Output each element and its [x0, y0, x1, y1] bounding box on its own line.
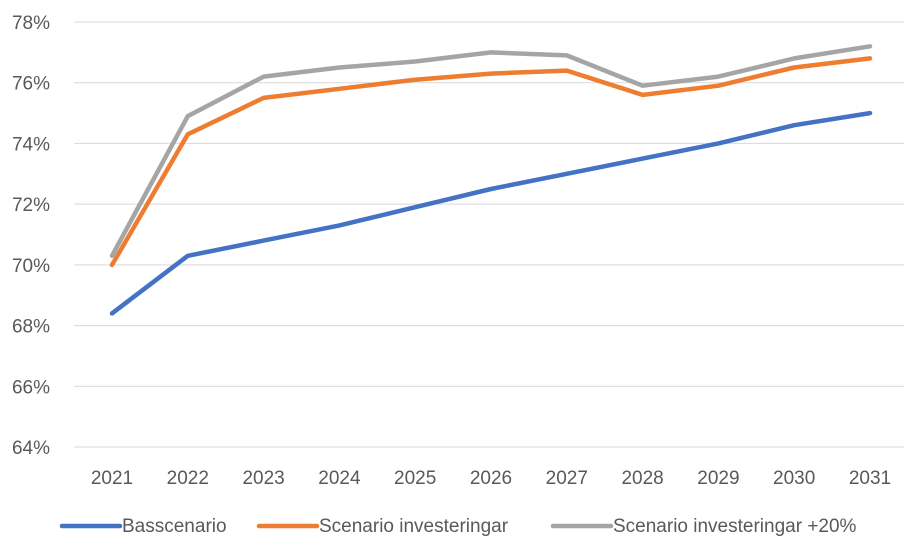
y-tick-label: 74%	[12, 134, 50, 155]
y-tick-label: 64%	[12, 438, 50, 459]
y-tick-label: 72%	[12, 195, 50, 216]
y-axis-ticks: 64% 66% 68% 70% 72% 74% 76% 78%	[12, 13, 50, 459]
x-tick-label: 2029	[697, 468, 739, 489]
series-line-2	[109, 56, 873, 268]
x-tick-label: 2024	[318, 468, 361, 489]
y-tick-label: 70%	[12, 256, 50, 277]
series-line-1	[109, 110, 873, 316]
y-tick-label: 68%	[12, 317, 50, 338]
x-tick-label: 2028	[621, 468, 663, 489]
x-tick-label: 2022	[167, 468, 209, 489]
y-tick-label: 78%	[12, 13, 50, 34]
x-tick-label: 2026	[470, 468, 512, 489]
x-tick-label: 2025	[394, 468, 436, 489]
x-tick-label: 2030	[773, 468, 815, 489]
y-tick-label: 76%	[12, 74, 50, 95]
x-tick-label: 2021	[91, 468, 133, 489]
x-tick-label: 2027	[546, 468, 588, 489]
series-line-3	[109, 44, 873, 259]
x-tick-label: 2023	[242, 468, 284, 489]
y-tick-label: 66%	[12, 377, 50, 398]
legend-label-1: Basscenario	[122, 516, 227, 537]
legend-label-2: Scenario investeringar	[319, 516, 509, 537]
grid-lines	[74, 21, 904, 448]
legend: Basscenario Scenario investeringar Scenari…	[59, 516, 857, 537]
legend-label-3: Scenario investeringar +20%	[613, 516, 857, 537]
series-lines	[109, 44, 873, 316]
x-axis-ticks: 2021 2022 2023 2024 2025 2026 2027 2028 2029 2030…	[91, 468, 891, 489]
x-tick-label: 2031	[849, 468, 891, 489]
